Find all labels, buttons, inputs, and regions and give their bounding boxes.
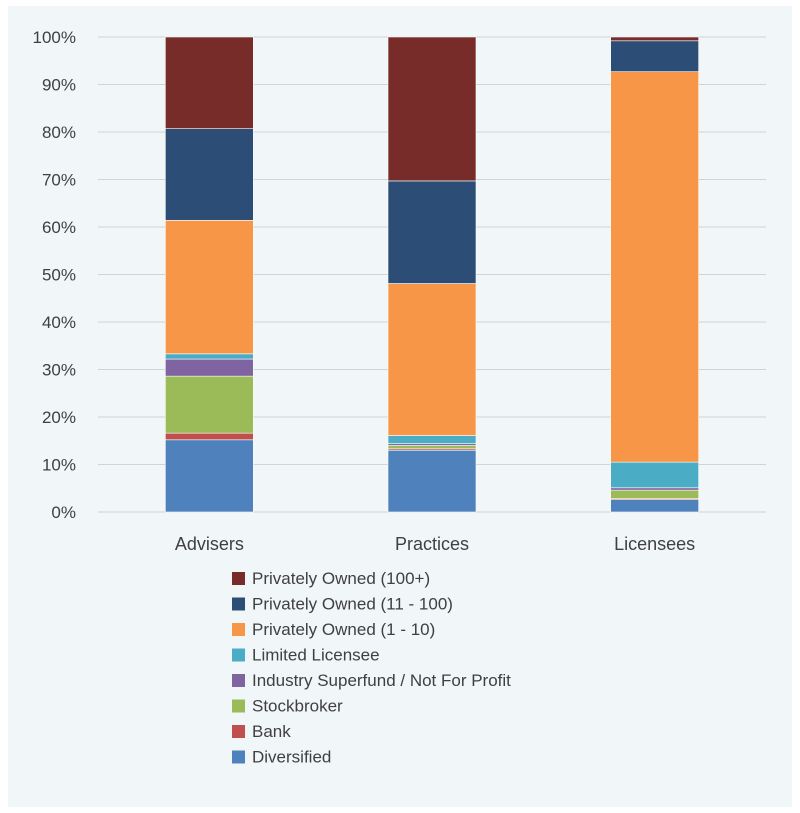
y-tick-label: 100% bbox=[33, 28, 76, 47]
x-category-label: Practices bbox=[395, 534, 469, 554]
y-tick-label: 10% bbox=[42, 456, 76, 475]
y-tick-label: 50% bbox=[42, 266, 76, 285]
bar-segment bbox=[165, 432, 254, 441]
legend-label: Privately Owned (1 - 10) bbox=[252, 620, 435, 639]
y-tick-label: 70% bbox=[42, 171, 76, 190]
bar-segment bbox=[387, 449, 477, 513]
legend-swatch bbox=[232, 750, 245, 764]
bar-segment bbox=[387, 435, 477, 444]
legend-label: Industry Superfund / Not For Profit bbox=[252, 671, 511, 690]
bar-segment bbox=[387, 283, 477, 436]
legend-label: Bank bbox=[252, 722, 291, 741]
bar-segment bbox=[165, 36, 254, 129]
legend-label: Limited Licensee bbox=[252, 646, 380, 665]
bar-segment bbox=[610, 489, 699, 499]
bar-segment bbox=[387, 180, 477, 284]
y-axis-tick-labels: 0% 10% 20% 30% 40% 50% 60% 70% 80% 90% 100% bbox=[33, 28, 76, 522]
legend-label: Privately Owned (100+) bbox=[252, 569, 430, 588]
bar-segment bbox=[610, 461, 699, 489]
legend-swatch bbox=[232, 674, 245, 687]
bar-segment bbox=[165, 358, 254, 377]
y-tick-label: 80% bbox=[42, 123, 76, 142]
x-category-label: Licensees bbox=[614, 534, 695, 554]
bar-segment bbox=[610, 71, 699, 463]
bar-segment bbox=[165, 128, 254, 221]
bar-segment bbox=[165, 353, 254, 360]
y-tick-label: 20% bbox=[42, 408, 76, 427]
bar-segment bbox=[165, 375, 254, 434]
y-tick-label: 90% bbox=[42, 76, 76, 95]
legend: Privately Owned (100+) Privately Owned (1… bbox=[232, 569, 511, 767]
legend-label: Stockbroker bbox=[252, 697, 343, 716]
legend-swatch bbox=[232, 699, 245, 713]
legend-swatch bbox=[232, 597, 245, 611]
bar-segment bbox=[610, 40, 699, 72]
legend-label: Privately Owned (11 - 100) bbox=[252, 595, 453, 614]
legend-swatch bbox=[232, 623, 245, 636]
legend-label: Diversified bbox=[252, 748, 331, 767]
y-tick-label: 60% bbox=[42, 218, 76, 237]
bar-segment bbox=[165, 220, 254, 355]
bar-segment bbox=[387, 445, 477, 450]
bar-segment bbox=[610, 487, 699, 491]
legend-swatch bbox=[232, 572, 245, 585]
y-tick-label: 40% bbox=[42, 313, 76, 332]
y-tick-label: 0% bbox=[51, 503, 76, 522]
chart-panel: 0% 10% 20% 30% 40% 50% 60% 70% 80% 90% 100% Advise… bbox=[8, 6, 792, 807]
bar-segment bbox=[165, 439, 254, 513]
stacked-bar-chart: 0% 10% 20% 30% 40% 50% 60% 70% 80% 90% 100% Advise… bbox=[33, 28, 766, 767]
legend-swatch bbox=[232, 725, 245, 738]
x-axis-category-labels: Advisers Practices Licensees bbox=[175, 534, 695, 554]
bar-segment bbox=[610, 36, 699, 42]
legend-swatch bbox=[232, 648, 245, 662]
y-tick-label: 30% bbox=[42, 361, 76, 380]
bar-segment bbox=[610, 499, 699, 513]
bars bbox=[165, 36, 699, 513]
x-category-label: Advisers bbox=[175, 534, 244, 554]
bar-segment bbox=[387, 36, 477, 182]
